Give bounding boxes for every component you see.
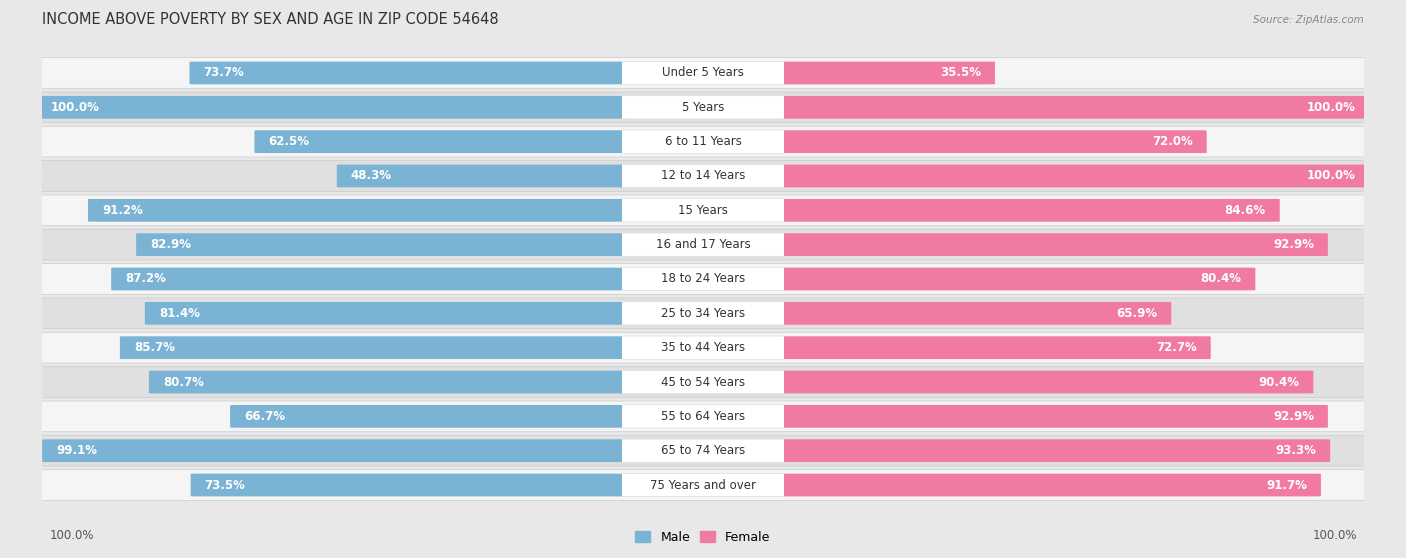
Text: 91.2%: 91.2% xyxy=(101,204,143,217)
Text: 100.0%: 100.0% xyxy=(51,101,100,114)
FancyBboxPatch shape xyxy=(145,302,627,325)
FancyBboxPatch shape xyxy=(779,165,1369,187)
FancyBboxPatch shape xyxy=(779,336,1211,359)
Text: 65 to 74 Years: 65 to 74 Years xyxy=(661,444,745,457)
Text: 75 Years and over: 75 Years and over xyxy=(650,479,756,492)
Text: 65.9%: 65.9% xyxy=(1116,307,1157,320)
FancyBboxPatch shape xyxy=(17,126,1389,157)
Text: 100.0%: 100.0% xyxy=(1312,529,1357,542)
FancyBboxPatch shape xyxy=(17,92,1389,123)
FancyBboxPatch shape xyxy=(617,61,789,85)
Text: 100.0%: 100.0% xyxy=(1306,101,1355,114)
FancyBboxPatch shape xyxy=(17,470,1389,501)
FancyBboxPatch shape xyxy=(254,130,627,153)
Text: 81.4%: 81.4% xyxy=(159,307,200,320)
FancyBboxPatch shape xyxy=(779,268,1256,290)
FancyBboxPatch shape xyxy=(17,195,1389,225)
FancyBboxPatch shape xyxy=(37,96,627,119)
Text: 72.0%: 72.0% xyxy=(1152,135,1192,148)
Text: 5 Years: 5 Years xyxy=(682,101,724,114)
FancyBboxPatch shape xyxy=(617,371,789,393)
Text: INCOME ABOVE POVERTY BY SEX AND AGE IN ZIP CODE 54648: INCOME ABOVE POVERTY BY SEX AND AGE IN Z… xyxy=(42,12,499,27)
FancyBboxPatch shape xyxy=(779,474,1320,497)
Text: 45 to 54 Years: 45 to 54 Years xyxy=(661,376,745,388)
FancyBboxPatch shape xyxy=(779,405,1327,428)
Text: 100.0%: 100.0% xyxy=(1306,170,1355,182)
FancyBboxPatch shape xyxy=(779,302,1171,325)
Text: 90.4%: 90.4% xyxy=(1258,376,1299,388)
FancyBboxPatch shape xyxy=(617,336,789,359)
FancyBboxPatch shape xyxy=(617,473,789,497)
FancyBboxPatch shape xyxy=(617,302,789,325)
Legend: Male, Female: Male, Female xyxy=(630,526,776,549)
FancyBboxPatch shape xyxy=(17,161,1389,191)
FancyBboxPatch shape xyxy=(617,95,789,119)
Text: 12 to 14 Years: 12 to 14 Years xyxy=(661,170,745,182)
Text: 99.1%: 99.1% xyxy=(56,444,97,457)
FancyBboxPatch shape xyxy=(17,435,1389,466)
Text: 92.9%: 92.9% xyxy=(1272,238,1315,251)
Text: 80.7%: 80.7% xyxy=(163,376,204,388)
Text: 35.5%: 35.5% xyxy=(941,66,981,79)
FancyBboxPatch shape xyxy=(42,439,627,462)
Text: 25 to 34 Years: 25 to 34 Years xyxy=(661,307,745,320)
Text: 84.6%: 84.6% xyxy=(1225,204,1265,217)
Text: 100.0%: 100.0% xyxy=(49,529,94,542)
Text: 18 to 24 Years: 18 to 24 Years xyxy=(661,272,745,286)
FancyBboxPatch shape xyxy=(191,474,627,497)
Text: 15 Years: 15 Years xyxy=(678,204,728,217)
Text: 72.7%: 72.7% xyxy=(1156,341,1197,354)
FancyBboxPatch shape xyxy=(149,371,627,393)
FancyBboxPatch shape xyxy=(617,439,789,463)
FancyBboxPatch shape xyxy=(17,401,1389,432)
FancyBboxPatch shape xyxy=(617,165,789,187)
Text: 82.9%: 82.9% xyxy=(150,238,191,251)
FancyBboxPatch shape xyxy=(17,229,1389,260)
Text: 35 to 44 Years: 35 to 44 Years xyxy=(661,341,745,354)
FancyBboxPatch shape xyxy=(17,57,1389,88)
Text: 62.5%: 62.5% xyxy=(269,135,309,148)
FancyBboxPatch shape xyxy=(617,267,789,291)
Text: 73.7%: 73.7% xyxy=(204,66,245,79)
Text: Source: ZipAtlas.com: Source: ZipAtlas.com xyxy=(1253,15,1364,25)
FancyBboxPatch shape xyxy=(136,233,627,256)
FancyBboxPatch shape xyxy=(17,333,1389,363)
FancyBboxPatch shape xyxy=(779,371,1313,393)
Text: 55 to 64 Years: 55 to 64 Years xyxy=(661,410,745,423)
FancyBboxPatch shape xyxy=(190,61,627,84)
FancyBboxPatch shape xyxy=(617,130,789,153)
FancyBboxPatch shape xyxy=(617,405,789,428)
FancyBboxPatch shape xyxy=(779,233,1327,256)
FancyBboxPatch shape xyxy=(779,61,995,84)
FancyBboxPatch shape xyxy=(89,199,627,222)
Text: 48.3%: 48.3% xyxy=(350,170,392,182)
Text: 91.7%: 91.7% xyxy=(1267,479,1308,492)
FancyBboxPatch shape xyxy=(779,96,1369,119)
Text: 87.2%: 87.2% xyxy=(125,272,166,286)
Text: 16 and 17 Years: 16 and 17 Years xyxy=(655,238,751,251)
FancyBboxPatch shape xyxy=(617,199,789,222)
FancyBboxPatch shape xyxy=(17,298,1389,329)
Text: 66.7%: 66.7% xyxy=(245,410,285,423)
Text: Under 5 Years: Under 5 Years xyxy=(662,66,744,79)
Text: 85.7%: 85.7% xyxy=(134,341,174,354)
FancyBboxPatch shape xyxy=(779,199,1279,222)
FancyBboxPatch shape xyxy=(111,268,627,290)
FancyBboxPatch shape xyxy=(779,130,1206,153)
FancyBboxPatch shape xyxy=(337,165,627,187)
FancyBboxPatch shape xyxy=(17,367,1389,397)
Text: 80.4%: 80.4% xyxy=(1201,272,1241,286)
FancyBboxPatch shape xyxy=(17,263,1389,295)
Text: 6 to 11 Years: 6 to 11 Years xyxy=(665,135,741,148)
FancyBboxPatch shape xyxy=(779,439,1330,462)
Text: 93.3%: 93.3% xyxy=(1275,444,1316,457)
Text: 92.9%: 92.9% xyxy=(1272,410,1315,423)
FancyBboxPatch shape xyxy=(120,336,627,359)
FancyBboxPatch shape xyxy=(231,405,627,428)
FancyBboxPatch shape xyxy=(617,233,789,256)
Text: 73.5%: 73.5% xyxy=(205,479,246,492)
